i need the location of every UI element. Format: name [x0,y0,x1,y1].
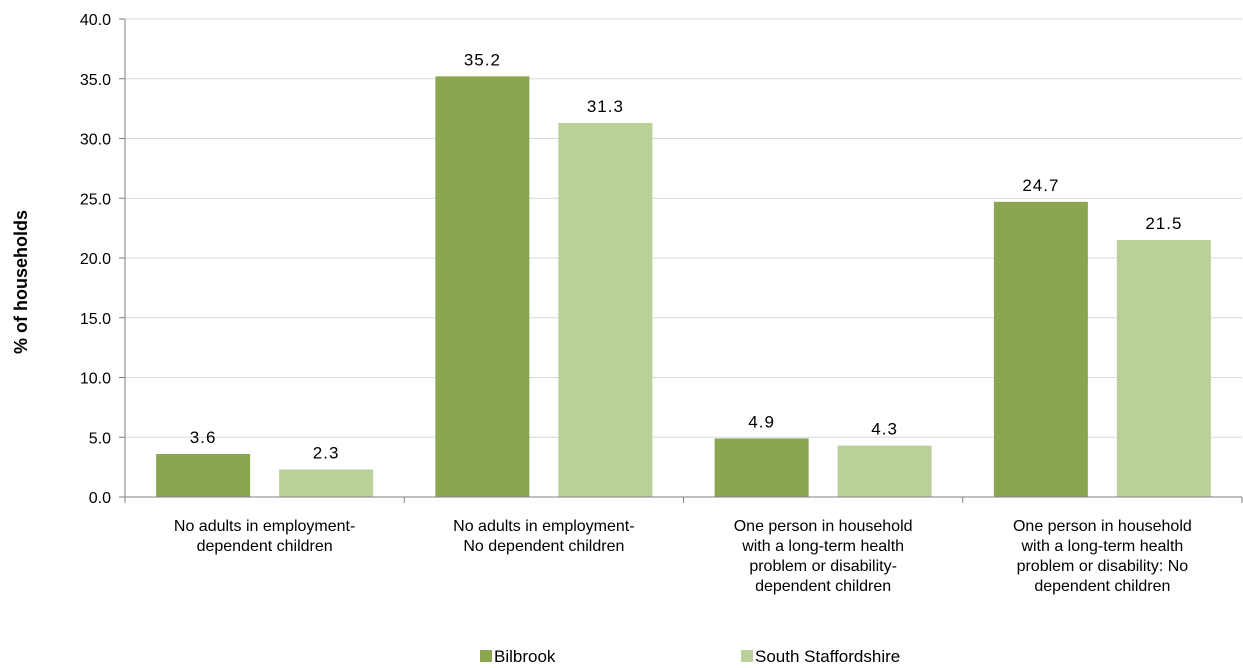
axes [124,19,1243,503]
bar-bilbrook [714,438,809,497]
data-label: 4.3 [871,420,898,439]
y-tick-label: 30.0 [80,132,111,149]
bar-south-staffordshire [558,122,653,497]
legend-label: Bilbrook [494,647,556,666]
category-label-line: problem or disability- [749,558,897,575]
data-label: 31.3 [587,97,624,116]
category-label-line: One person in household [1013,518,1192,535]
legend-swatch [741,650,753,662]
gridlines [125,18,1242,438]
y-tick-label: 0.0 [89,490,111,507]
legend-swatch [480,650,492,662]
category-label-line: dependent children [1034,578,1170,595]
category-label-line: No dependent children [463,538,624,555]
category-label: No adults in employment- No dependent chi… [453,518,634,555]
bar-bilbrook [435,76,530,498]
bar-bilbrook [993,201,1088,497]
bars [156,76,1211,498]
data-labels: 3.6 2.3 35.2 31.3 4.9 4.3 24.7 21.5 [190,50,1182,463]
category-label-line: No adults in employment- [453,518,634,535]
y-tick-label: 10.0 [80,371,111,388]
category-labels: No adults in employment-dependent childr… [174,518,1192,595]
bar-bilbrook [156,453,251,497]
data-label: 4.9 [748,412,775,431]
y-axis-ticks: 0.0 5.0 10.0 15.0 20.0 25.0 30.0 35.0 40.0 [80,12,125,507]
legend-label: South Staffordshire [755,647,900,666]
y-tick-label: 25.0 [80,191,111,208]
category-label: One person in household with a long-term … [734,518,913,595]
data-label: 3.6 [190,428,217,447]
data-label: 21.5 [1145,214,1182,233]
category-label: No adults in employment-dependent childr… [174,518,355,555]
bar-south-staffordshire [279,469,374,497]
legend: Bilbrook South Staffordshire [480,647,900,666]
y-tick-label: 35.0 [80,72,111,89]
category-label-line: with a long-term health [1020,538,1183,555]
legend-item: South Staffordshire [741,647,900,666]
category-label-line: problem or disability: No [1017,558,1189,575]
category-label-line: dependent children [755,578,891,595]
bar-south-staffordshire [1116,240,1211,497]
bar-south-staffordshire [837,445,932,497]
category-label-line: One person in household [734,518,913,535]
category-label-line: No adults in employment- [174,518,355,535]
y-axis-title: % of households [11,210,31,354]
y-tick-label: 15.0 [80,311,111,328]
category-label: One person in household with a long-term … [1013,518,1192,595]
y-tick-label: 5.0 [89,430,111,447]
y-tick-label: 20.0 [80,251,111,268]
category-label-line: dependent children [197,538,333,555]
legend-item: Bilbrook [480,647,556,666]
category-label-line: with a long-term health [741,538,904,555]
data-label: 24.7 [1022,176,1059,195]
data-label: 2.3 [313,444,340,463]
y-tick-label: 40.0 [80,12,111,29]
data-label: 35.2 [464,50,501,69]
